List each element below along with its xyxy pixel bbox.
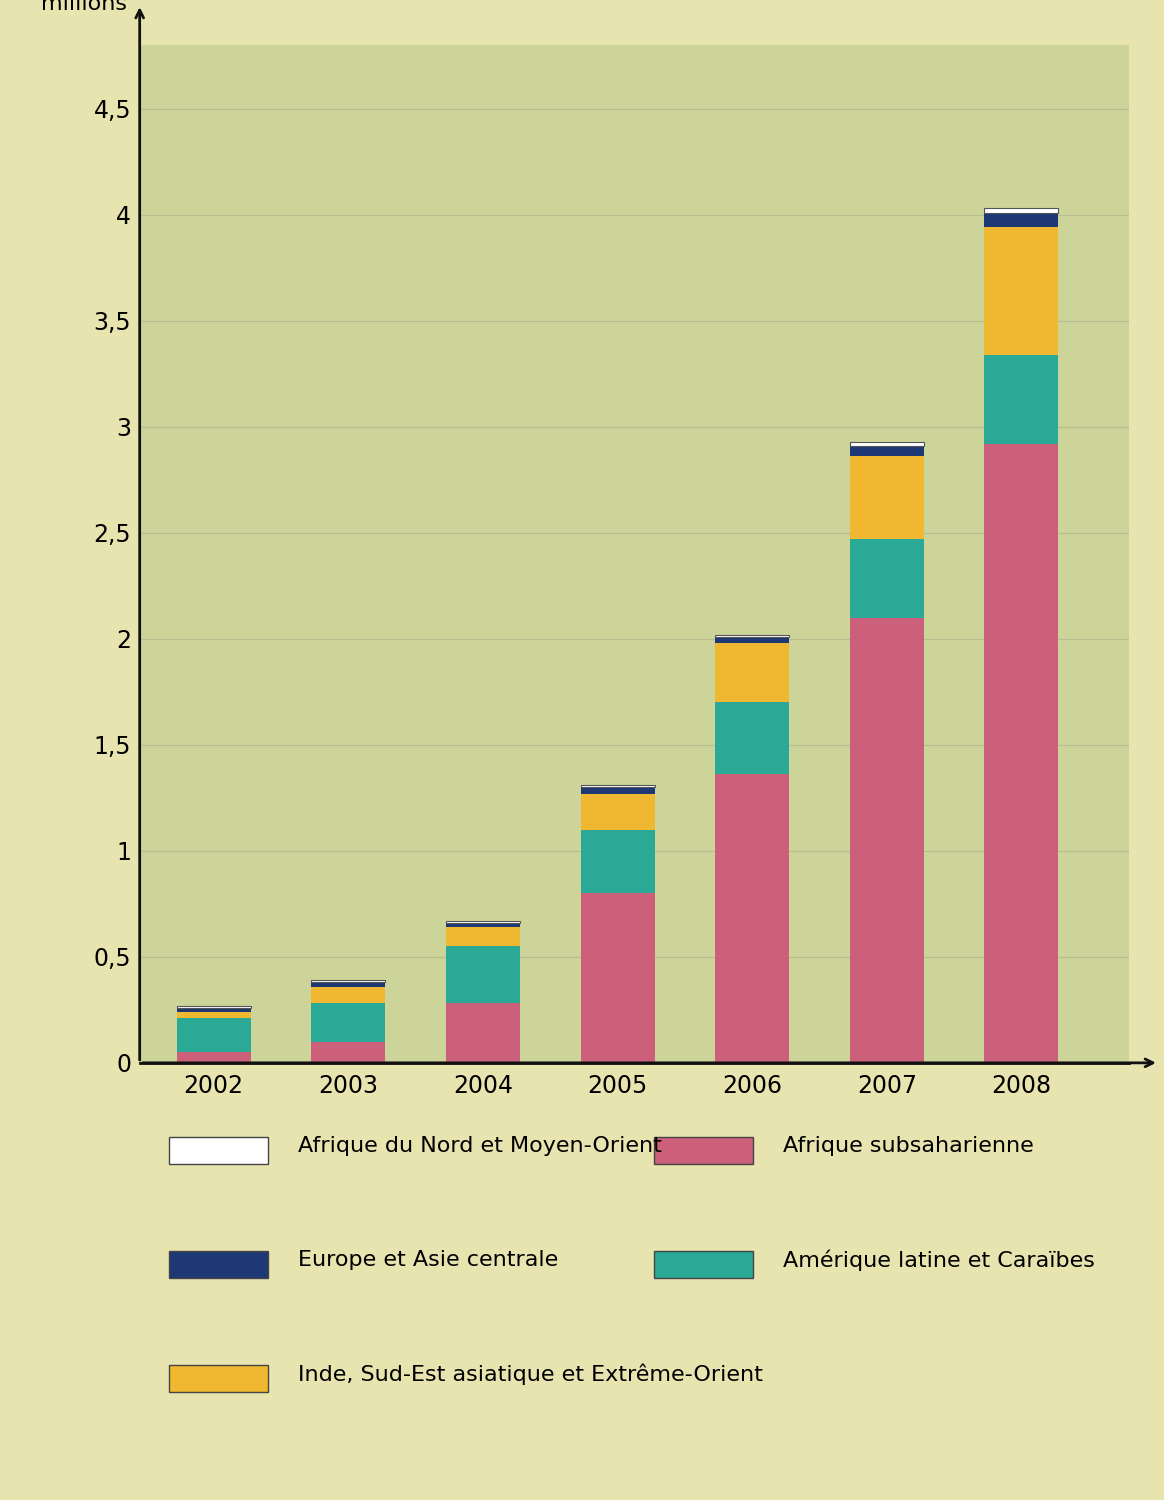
Bar <box>311 1041 385 1064</box>
Bar <box>581 892 654 1064</box>
Bar <box>446 1004 520 1064</box>
Bar <box>850 446 924 456</box>
Bar <box>177 1005 250 1008</box>
Bar <box>715 634 789 636</box>
Bar <box>985 213 1058 228</box>
Text: Afrique du Nord et Moyen-Orient: Afrique du Nord et Moyen-Orient <box>298 1137 662 1156</box>
Bar <box>581 794 654 830</box>
Bar <box>311 1004 385 1041</box>
Bar <box>581 784 654 788</box>
Bar <box>715 644 789 702</box>
Bar <box>311 982 385 987</box>
Bar <box>850 618 924 1064</box>
Bar <box>311 987 385 1004</box>
Bar <box>850 441 924 446</box>
Bar <box>715 636 789 644</box>
Bar <box>446 922 520 927</box>
Text: Afrique subsaharienne: Afrique subsaharienne <box>782 1137 1034 1156</box>
Bar <box>581 830 654 892</box>
Bar <box>177 1019 250 1053</box>
FancyBboxPatch shape <box>654 1251 753 1278</box>
Bar <box>715 774 789 1064</box>
FancyBboxPatch shape <box>170 1137 268 1164</box>
FancyBboxPatch shape <box>170 1251 268 1278</box>
Bar <box>177 1013 250 1019</box>
Bar <box>446 946 520 1004</box>
Bar <box>985 228 1058 354</box>
Bar <box>177 1053 250 1064</box>
Bar <box>177 1008 250 1013</box>
Bar <box>715 702 789 774</box>
Bar <box>985 444 1058 1064</box>
Bar <box>985 354 1058 444</box>
Bar <box>850 538 924 618</box>
Text: Inde, Sud-Est asiatique et Extrême-Orient: Inde, Sud-Est asiatique et Extrême-Orien… <box>298 1364 762 1384</box>
Bar <box>850 456 924 538</box>
Text: Amérique latine et Caraïbes: Amérique latine et Caraïbes <box>782 1250 1094 1270</box>
FancyBboxPatch shape <box>654 1137 753 1164</box>
Bar <box>311 980 385 982</box>
Bar <box>446 927 520 946</box>
Text: Europe et Asie centrale: Europe et Asie centrale <box>298 1251 559 1270</box>
Text: millions: millions <box>41 0 127 15</box>
Bar <box>581 788 654 794</box>
FancyBboxPatch shape <box>170 1365 268 1392</box>
Bar <box>446 921 520 922</box>
Bar <box>985 209 1058 213</box>
